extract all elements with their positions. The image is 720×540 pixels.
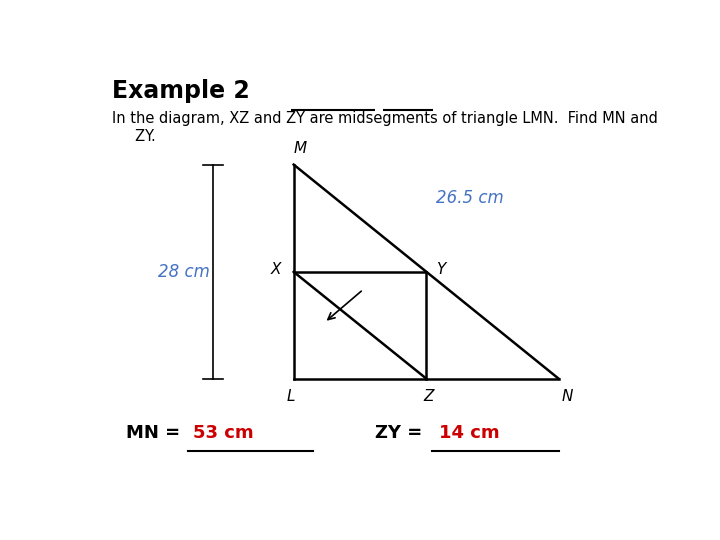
Text: 28 cm: 28 cm	[158, 263, 210, 281]
Text: L: L	[287, 389, 295, 404]
Text: X: X	[271, 262, 282, 277]
Text: Z: Z	[423, 389, 433, 404]
Text: M: M	[294, 141, 307, 156]
Text: N: N	[562, 389, 573, 404]
Text: In the diagram, XZ and ZY are midsegments of triangle LMN.  Find MN and: In the diagram, XZ and ZY are midsegment…	[112, 111, 658, 125]
Text: Example 2: Example 2	[112, 79, 250, 103]
Text: 14 cm: 14 cm	[438, 424, 500, 442]
Text: 53 cm: 53 cm	[193, 424, 254, 442]
Text: MN =: MN =	[126, 424, 186, 442]
Text: 26.5 cm: 26.5 cm	[436, 189, 504, 207]
Text: ZY =: ZY =	[374, 424, 428, 442]
Text: Y: Y	[436, 262, 446, 277]
Text: ZY.: ZY.	[112, 129, 156, 144]
